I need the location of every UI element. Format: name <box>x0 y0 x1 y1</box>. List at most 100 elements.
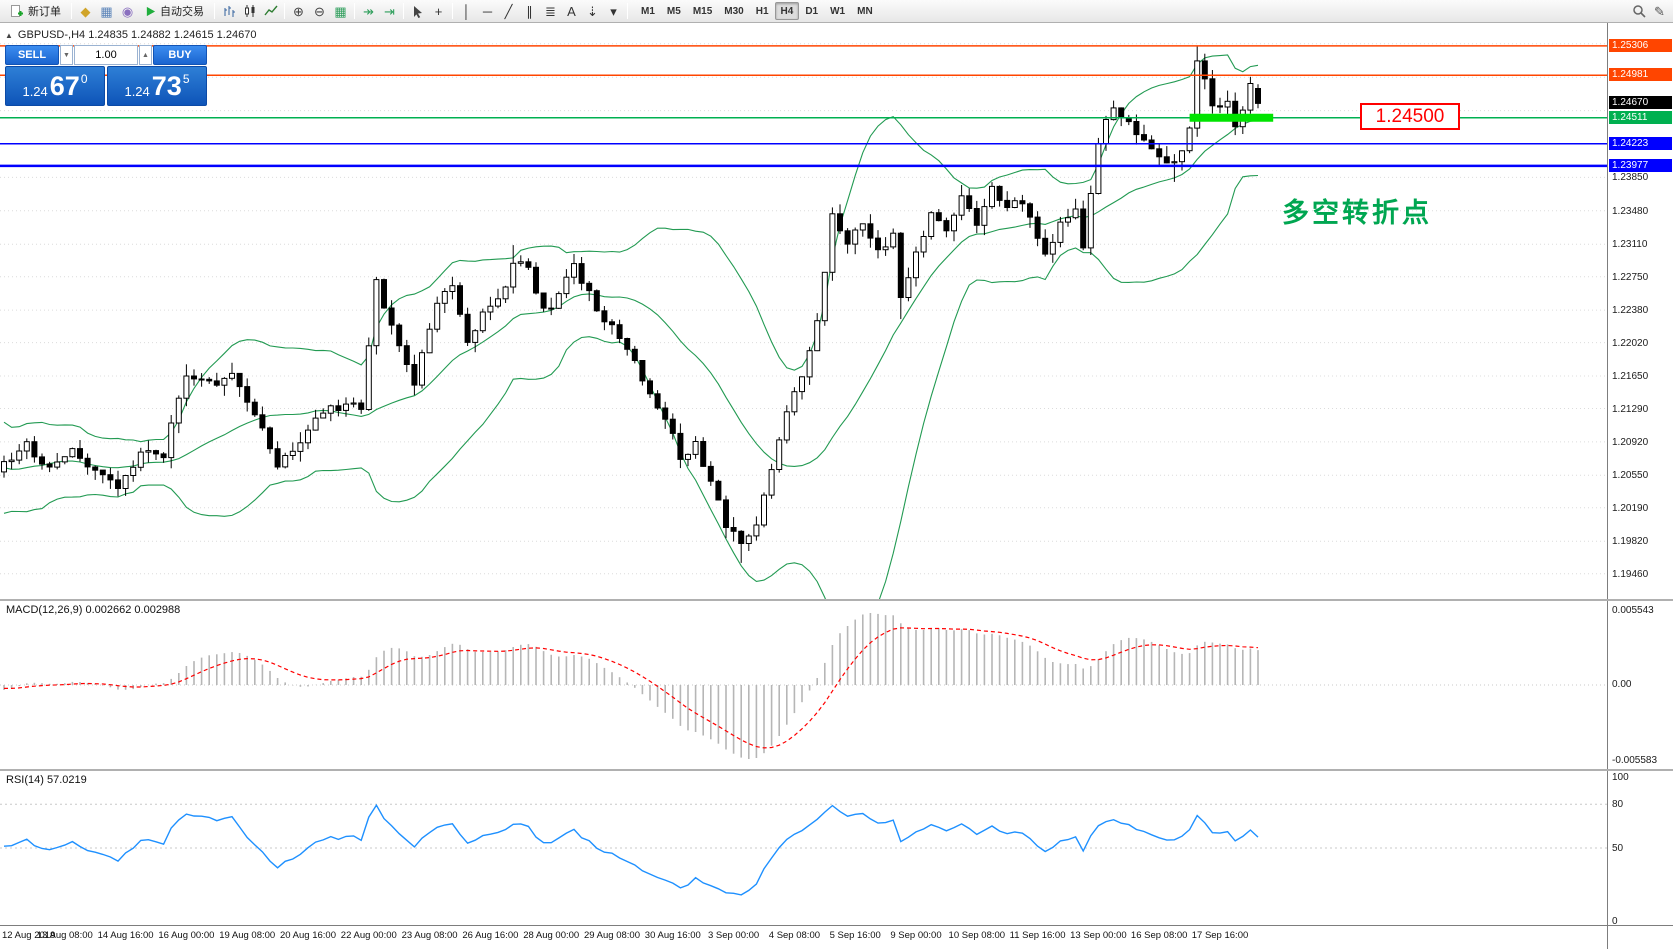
symbol-info: GBPUSD-,H4 1.24835 1.24882 1.24615 1.246… <box>17 29 257 41</box>
timeframe-m5-button[interactable]: M5 <box>661 2 687 20</box>
zoom-out-icon[interactable]: ⊖ <box>309 1 330 22</box>
one-click-collapse-icon[interactable]: ▲ <box>5 30 13 40</box>
market-watch-icon[interactable]: ◆ <box>75 1 96 22</box>
timeframe-w1-button[interactable]: W1 <box>824 2 851 20</box>
chart-shift-icon[interactable]: ⇥ <box>379 1 400 22</box>
autotrading-label: 自动交易 <box>160 6 204 18</box>
price-scale[interactable]: 1.23850 1.23480 1.23110 1.22750 1.22380 1.220… <box>1607 23 1673 599</box>
trendline-icon[interactable]: ╱ <box>498 1 519 22</box>
price-scale-label: 1.23110 <box>1612 239 1648 251</box>
equidistant-channel-icon[interactable]: ∥ <box>519 1 540 22</box>
rsi-header: RSI(14) 57.0219 <box>6 774 87 786</box>
main-chart-panel: ▲ GBPUSD-,H4 1.24835 1.24882 1.24615 1.2… <box>0 23 1673 599</box>
timeframe-h1-button[interactable]: H1 <box>750 2 775 20</box>
text-icon[interactable]: A <box>561 1 582 22</box>
toolbar-separator <box>403 3 404 19</box>
time-axis-label: 30 Aug 16:00 <box>644 930 701 941</box>
objects-dropdown-icon[interactable]: ▾ <box>603 1 624 22</box>
timeframe-m15-button[interactable]: M15 <box>687 2 718 20</box>
price-scale-label: 1.22020 <box>1612 337 1649 349</box>
macd-plot-area[interactable]: MACD(12,26,9) 0.002662 0.002988 <box>0 601 1607 769</box>
autotrading-button[interactable]: 自动交易 <box>138 1 211 22</box>
arrows-icon[interactable]: ⇣ <box>582 1 603 22</box>
bar-chart-icon[interactable] <box>218 1 239 22</box>
price-scale-label: 1.22750 <box>1612 271 1649 283</box>
fibonacci-icon[interactable]: ≣ <box>540 1 561 22</box>
time-axis-label: 19 Aug 08:00 <box>219 930 276 941</box>
toolbar: 新订单 ◆ ▦ ◉ 自动交易 ⊕ ⊖ ▦ ↠ ⇥ + │ ─ ╱ ∥ ≣ A ⇣ ▾ M1 M5 M15 M30 H1 H4 D1… <box>0 0 1673 23</box>
rsi-panel: RSI(14) 57.0219 100 80 50 0 <box>0 769 1673 925</box>
zoom-in-icon[interactable]: ⊕ <box>288 1 309 22</box>
auto-scroll-icon[interactable]: ↠ <box>358 1 379 22</box>
timeframe-m30-button[interactable]: M30 <box>718 2 749 20</box>
volume-increase-button[interactable]: ▲ <box>139 45 152 65</box>
navigator-icon[interactable]: ◉ <box>117 1 138 22</box>
price-scale-label: 1.19820 <box>1612 536 1649 548</box>
time-axis-label: 14 Aug 16:00 <box>97 930 154 941</box>
time-axis-label: 16 Aug 00:00 <box>158 930 215 941</box>
time-axis-label: 17 Sep 16:00 <box>1191 930 1249 941</box>
timeframe-h4-button[interactable]: H4 <box>774 2 800 20</box>
rsi-plot-area[interactable]: RSI(14) 57.0219 <box>0 771 1607 925</box>
buy-price-prefix: 1.24 <box>124 84 150 99</box>
price-scale-label: 1.20550 <box>1612 470 1649 482</box>
price-scale-label: 1.20920 <box>1612 436 1649 448</box>
price-tag-1.24511: 1.24511 <box>1609 110 1672 124</box>
price-tag-1.25306: 1.25306 <box>1609 38 1672 52</box>
time-axis-label: 9 Sep 00:00 <box>890 930 942 941</box>
macd-scale-zero: 0.00 <box>1612 679 1632 690</box>
autotrading-icon <box>145 6 156 17</box>
volume-decrease-button[interactable]: ▼ <box>60 45 73 65</box>
rsi-scale[interactable]: 100 80 50 0 <box>1607 771 1673 925</box>
macd-chart <box>0 601 1607 769</box>
toolbar-separator <box>354 3 355 19</box>
time-axis-label: 11 Sep 16:00 <box>1009 930 1066 941</box>
macd-scale[interactable]: 0.005543 0.00 -0.005583 <box>1607 601 1673 769</box>
time-axis-label: 26 Aug 16:00 <box>462 930 519 941</box>
price-tag-1.23977: 1.23977 <box>1609 158 1672 172</box>
new-order-button[interactable]: 新订单 <box>3 1 68 22</box>
candlestick-chart <box>0 23 1607 599</box>
timeframe-d1-button[interactable]: D1 <box>799 2 824 20</box>
price-tag-1.24981: 1.24981 <box>1609 68 1672 82</box>
buy-price-button[interactable]: 1.24 73 5 <box>107 66 207 106</box>
timeframe-mn-button[interactable]: MN <box>851 2 879 20</box>
buy-price-big: 73 <box>151 70 182 101</box>
volume-input[interactable] <box>74 45 138 65</box>
toolbar-separator <box>627 3 628 19</box>
sell-price-sup: 0 <box>80 72 88 86</box>
horizontal-line-icon[interactable]: ─ <box>477 1 498 22</box>
turning-point-note: 多空转折点 <box>1282 198 1432 229</box>
line-chart-icon[interactable] <box>260 1 281 22</box>
buy-button[interactable]: BUY <box>153 45 207 65</box>
data-window-icon[interactable]: ▦ <box>96 1 117 22</box>
rsi-scale-label: 100 <box>1612 772 1629 783</box>
vertical-line-icon[interactable]: │ <box>456 1 477 22</box>
price-scale-label: 1.21650 <box>1612 371 1649 382</box>
sell-price-button[interactable]: 1.24 67 0 <box>5 66 105 106</box>
scale-corner <box>1607 926 1673 949</box>
toolbar-separator <box>71 3 72 19</box>
timeframe-m1-button[interactable]: M1 <box>635 2 661 20</box>
chart-plot-area[interactable]: ▲ GBPUSD-,H4 1.24835 1.24882 1.24615 1.2… <box>0 23 1607 599</box>
compose-icon[interactable]: ✎ <box>1649 1 1670 22</box>
toolbar-separator <box>284 3 285 19</box>
price-scale-label: 1.21290 <box>1612 403 1649 415</box>
time-axis-label: 13 Aug 08:00 <box>36 930 93 941</box>
one-click-trading-widget: SELL ▼ ▲ BUY 1.24 67 0 1.24 73 5 <box>5 45 207 106</box>
time-axis-label: 3 Sep 00:00 <box>707 930 760 941</box>
sell-button[interactable]: SELL <box>5 45 59 65</box>
search-icon[interactable] <box>1628 1 1649 22</box>
price-tag-1.24223: 1.24223 <box>1609 136 1672 150</box>
cursor-icon[interactable] <box>407 1 428 22</box>
tile-windows-icon[interactable]: ▦ <box>330 1 351 22</box>
macd-scale-bottom: -0.005583 <box>1612 755 1658 766</box>
buy-price-sup: 5 <box>182 72 190 86</box>
candlestick-chart-icon[interactable] <box>239 1 260 22</box>
crosshair-icon[interactable]: + <box>428 1 449 22</box>
rsi-scale-label: 50 <box>1612 843 1624 854</box>
time-axis-label: 20 Aug 16:00 <box>280 930 336 941</box>
time-axis[interactable]: 12 Aug 2019 13 Aug 08:00 14 Aug 16:00 16 Au… <box>0 926 1607 949</box>
time-axis-label: 29 Aug 08:00 <box>584 930 640 941</box>
rsi-chart <box>0 771 1607 925</box>
